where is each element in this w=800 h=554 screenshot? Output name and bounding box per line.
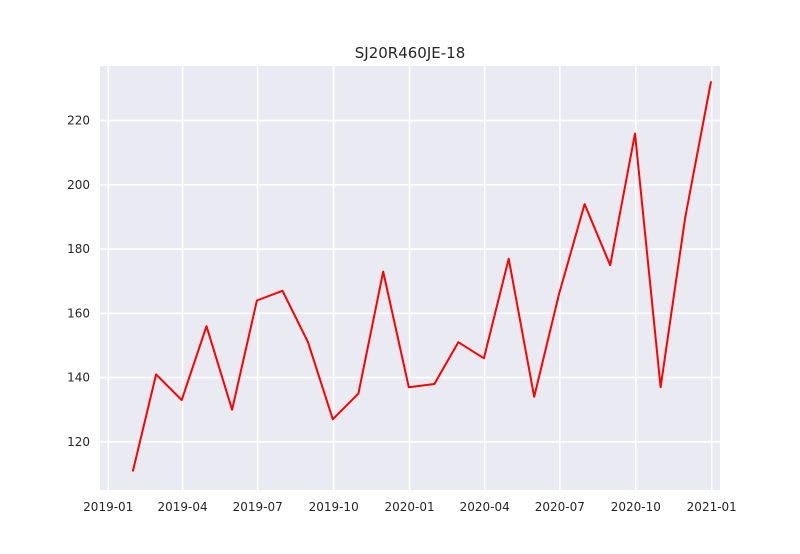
x-tick-label: 2021-01 [687,500,737,514]
y-tick-labels: 120 140 160 180 200 220 [67,114,90,449]
y-gridlines [100,119,720,443]
series-line [132,81,712,472]
x-tick-label: 2019-01 [83,500,133,514]
y-tick-label: 200 [67,178,90,192]
x-tick-label: 2019-04 [157,500,207,514]
y-tick-label: 160 [67,306,90,320]
x-tick-label: 2020-01 [385,500,435,514]
y-tick-label: 220 [67,114,90,128]
y-tick-label: 180 [67,242,90,256]
x-tick-label: 2020-10 [611,500,661,514]
x-tick-label: 2019-07 [233,500,283,514]
series-layer [132,81,712,472]
y-tick-label: 140 [67,371,90,385]
x-tick-label: 2019-10 [309,500,359,514]
x-tick-label: 2020-07 [535,500,585,514]
x-tick-label: 2020-04 [460,500,510,514]
y-tick-label: 120 [67,435,90,449]
chart-title: SJ20R460JE-18 [355,44,466,62]
x-tick-labels: 2019-01 2019-04 2019-07 2019-10 2020-01 2020-… [83,500,737,514]
